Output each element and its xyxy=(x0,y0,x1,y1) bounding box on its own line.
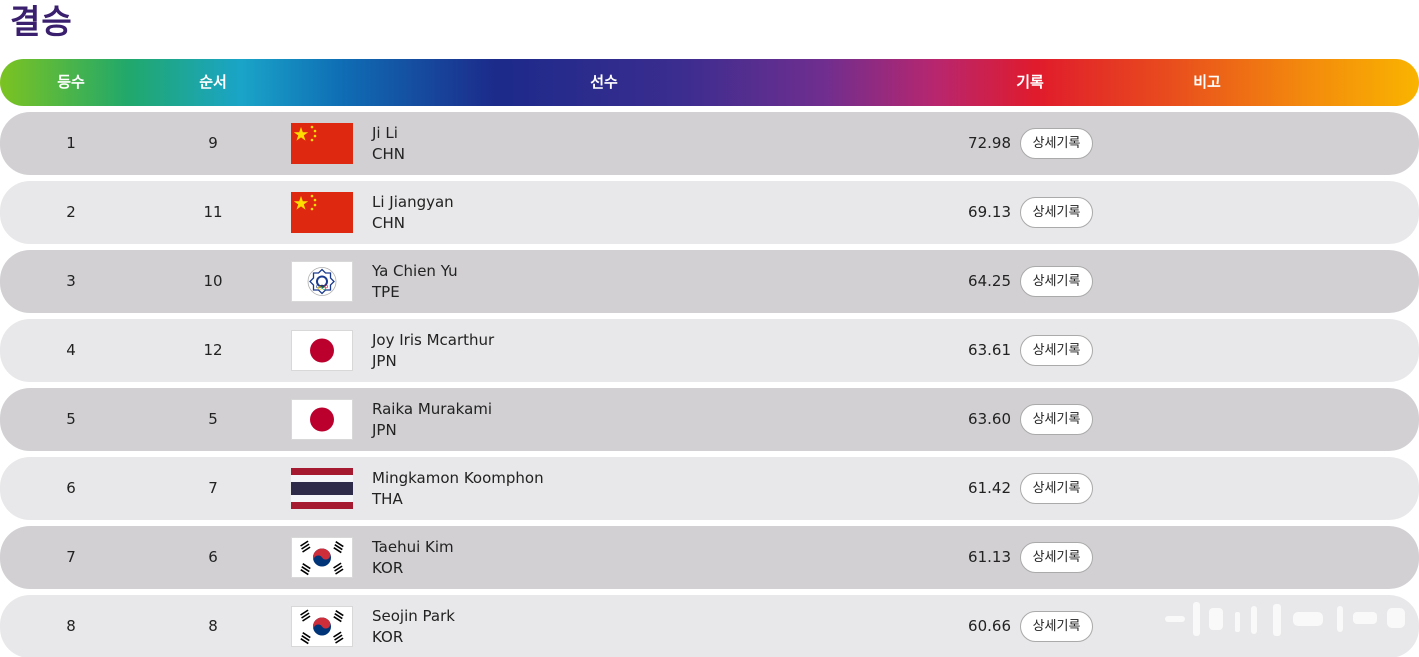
detail-record-button[interactable]: 상세기록 xyxy=(1020,542,1093,573)
rank-cell: 5 xyxy=(66,410,76,428)
athlete-country: KOR xyxy=(372,628,404,646)
header-order: 순서 xyxy=(199,73,227,91)
korea-flag-icon xyxy=(291,606,353,647)
order-cell: 11 xyxy=(203,203,223,221)
detail-record-button[interactable]: 상세기록 xyxy=(1020,473,1093,504)
detail-record-button[interactable]: 상세기록 xyxy=(1020,335,1093,366)
record-value: 72.98 xyxy=(968,134,1011,152)
record-value: 60.66 xyxy=(968,617,1011,635)
athlete-name: Ya Chien Yu xyxy=(372,262,458,280)
athlete-country: JPN xyxy=(372,421,397,439)
order-cell: 8 xyxy=(208,617,218,635)
athlete-name: Li Jiangyan xyxy=(372,193,454,211)
chinese-taipei-flag-icon xyxy=(291,261,353,302)
order-cell: 7 xyxy=(208,479,218,497)
order-cell: 12 xyxy=(203,341,223,359)
athlete-info: Taehui Kim KOR xyxy=(372,537,454,579)
japan-flag-icon xyxy=(291,399,353,440)
athlete-name: Taehui Kim xyxy=(372,538,454,556)
athlete-name: Seojin Park xyxy=(372,607,455,625)
athlete-country: CHN xyxy=(372,145,405,163)
athlete-country: CHN xyxy=(372,214,405,232)
order-cell: 10 xyxy=(203,272,223,290)
header-rank: 등수 xyxy=(57,73,85,91)
detail-record-button[interactable]: 상세기록 xyxy=(1020,611,1093,642)
athlete-info: Mingkamon Koomphon THA xyxy=(372,468,544,510)
record-value: 63.60 xyxy=(968,410,1011,428)
table-row: 4 12 Joy Iris Mcarthur JPN 63.61 상세기록 xyxy=(0,319,1419,382)
rank-cell: 2 xyxy=(66,203,76,221)
table-row: 5 5 Raika Murakami JPN 63.60 상세기록 xyxy=(0,388,1419,451)
table-row: 8 8 xyxy=(0,595,1419,657)
athlete-name: Mingkamon Koomphon xyxy=(372,469,544,487)
china-flag-icon xyxy=(291,192,353,233)
detail-record-button[interactable]: 상세기록 xyxy=(1020,266,1093,297)
order-cell: 5 xyxy=(208,410,218,428)
rank-cell: 4 xyxy=(66,341,76,359)
athlete-info: Joy Iris Mcarthur JPN xyxy=(372,330,494,372)
table-row: 2 11 Li Jiangyan CHN 69.13 상세기록 xyxy=(0,181,1419,244)
athlete-info: Li Jiangyan CHN xyxy=(372,192,454,234)
japan-flag-icon xyxy=(291,330,353,371)
rank-cell: 6 xyxy=(66,479,76,497)
athlete-info: Seojin Park KOR xyxy=(372,606,455,648)
athlete-info: Raika Murakami JPN xyxy=(372,399,492,441)
table-row: 6 7 Mingkamon Koomphon THA 61.42 상세기록 xyxy=(0,457,1419,520)
order-cell: 9 xyxy=(208,134,218,152)
order-cell: 6 xyxy=(208,548,218,566)
athlete-name: Raika Murakami xyxy=(372,400,493,418)
rank-cell: 1 xyxy=(66,134,76,152)
detail-record-button[interactable]: 상세기록 xyxy=(1020,128,1093,159)
record-value: 69.13 xyxy=(968,203,1011,221)
athlete-name: Ji Li xyxy=(372,124,398,142)
watermark-logo xyxy=(1165,598,1410,640)
record-value: 63.61 xyxy=(968,341,1011,359)
record-value: 64.25 xyxy=(968,272,1011,290)
athlete-country: KOR xyxy=(372,559,404,577)
record-value: 61.42 xyxy=(968,479,1011,497)
rank-cell: 3 xyxy=(66,272,76,290)
thailand-flag-icon xyxy=(291,468,353,509)
athlete-name: Joy Iris Mcarthur xyxy=(372,331,495,349)
page-title: 결승 xyxy=(10,2,73,41)
athlete-country: TPE xyxy=(372,283,400,301)
table-row: 7 6 xyxy=(0,526,1419,589)
athlete-info: Ya Chien Yu TPE xyxy=(372,261,458,303)
rank-cell: 8 xyxy=(66,617,76,635)
athlete-country: JPN xyxy=(372,352,397,370)
table-row: 3 10 Ya Chien Yu TPE 64.25 xyxy=(0,250,1419,313)
detail-record-button[interactable]: 상세기록 xyxy=(1020,404,1093,435)
athlete-country: THA xyxy=(372,490,403,508)
china-flag-icon xyxy=(291,123,353,164)
header-athlete: 선수 xyxy=(590,73,618,91)
korea-flag-icon xyxy=(291,537,353,578)
header-record: 기록 xyxy=(1016,73,1044,91)
athlete-info: Ji Li CHN xyxy=(372,123,405,165)
table-row: 1 9 Ji Li CHN 72.98 상세기록 xyxy=(0,112,1419,175)
table-header: 등수 순서 선수 기록 비고 xyxy=(0,59,1419,106)
detail-record-button[interactable]: 상세기록 xyxy=(1020,197,1093,228)
rank-cell: 7 xyxy=(66,548,76,566)
header-note: 비고 xyxy=(1193,73,1221,91)
record-value: 61.13 xyxy=(968,548,1011,566)
